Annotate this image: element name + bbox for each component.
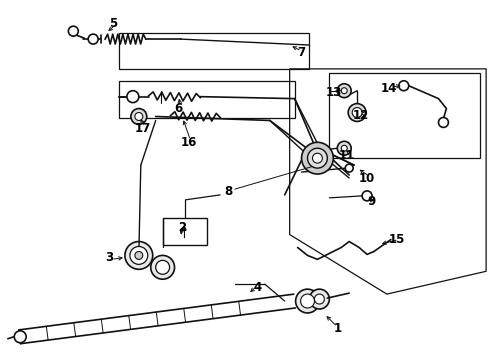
Text: 15: 15 (389, 233, 405, 246)
Text: 4: 4 (254, 281, 262, 294)
Text: 1: 1 (333, 322, 342, 336)
Circle shape (156, 260, 170, 274)
Text: 3: 3 (105, 251, 113, 264)
Text: 17: 17 (135, 122, 151, 135)
Circle shape (125, 242, 153, 269)
Text: 7: 7 (297, 46, 306, 59)
Circle shape (399, 81, 409, 91)
Circle shape (308, 148, 327, 168)
Text: 6: 6 (174, 102, 183, 115)
Text: 8: 8 (224, 185, 232, 198)
Circle shape (315, 294, 324, 304)
Circle shape (14, 331, 26, 343)
Circle shape (310, 289, 329, 309)
Text: 13: 13 (326, 86, 343, 99)
Text: 11: 11 (339, 149, 355, 162)
Circle shape (348, 104, 366, 121)
Circle shape (295, 289, 319, 313)
Circle shape (131, 109, 147, 125)
Circle shape (135, 251, 143, 260)
Circle shape (362, 191, 372, 201)
Circle shape (130, 247, 148, 264)
Circle shape (313, 153, 322, 163)
Circle shape (341, 145, 347, 151)
Circle shape (135, 113, 143, 121)
Text: 9: 9 (367, 195, 375, 208)
Text: 10: 10 (359, 171, 375, 185)
Circle shape (127, 91, 139, 103)
Circle shape (341, 88, 347, 94)
Circle shape (337, 84, 351, 98)
Text: 14: 14 (381, 82, 397, 95)
Circle shape (352, 108, 362, 117)
Circle shape (69, 26, 78, 36)
Circle shape (88, 34, 98, 44)
Circle shape (345, 164, 353, 172)
Text: 12: 12 (353, 109, 369, 122)
Text: 2: 2 (178, 221, 187, 234)
Bar (163, 218, 207, 246)
Text: 5: 5 (109, 17, 117, 30)
Text: 16: 16 (180, 136, 196, 149)
Circle shape (439, 117, 448, 127)
Circle shape (151, 255, 174, 279)
Circle shape (337, 141, 351, 155)
Circle shape (300, 294, 315, 308)
Circle shape (301, 142, 333, 174)
